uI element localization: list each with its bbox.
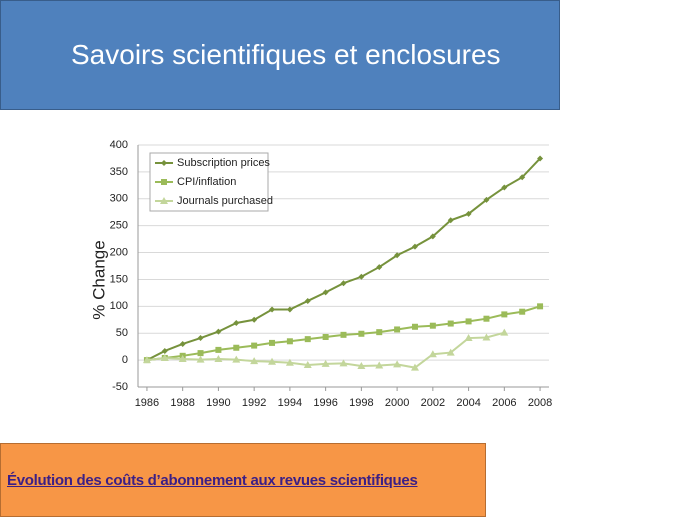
marker [268, 357, 277, 365]
marker [161, 347, 168, 354]
marker [358, 273, 365, 280]
marker [537, 303, 544, 310]
marker [197, 350, 204, 357]
marker [519, 308, 526, 315]
marker [286, 338, 293, 345]
marker [160, 353, 169, 361]
marker [394, 326, 401, 333]
y-tick-label: 300 [110, 193, 128, 205]
marker [160, 197, 168, 204]
marker [251, 342, 258, 349]
marker [251, 316, 258, 323]
slide-caption: Évolution des coûts d’abonnement aux rev… [7, 472, 418, 489]
y-axis-label: % Change [89, 240, 108, 319]
y-tick-label: 350 [110, 166, 128, 178]
marker [411, 243, 418, 250]
x-tick-label: 1994 [278, 397, 302, 409]
marker [233, 320, 240, 327]
marker [304, 336, 311, 343]
caption-box: Évolution des coûts d’abonnement aux rev… [0, 443, 486, 517]
marker [376, 264, 383, 271]
x-tick-label: 2004 [456, 397, 480, 409]
marker [340, 280, 347, 287]
marker [286, 306, 293, 313]
marker [376, 329, 383, 336]
marker [501, 184, 508, 191]
marker [161, 179, 167, 185]
x-tick-label: 2006 [492, 397, 516, 409]
marker [429, 322, 436, 329]
marker [446, 348, 455, 356]
chart: % Change -50 0 50 100 150 200 250 300 350 400 1986… [89, 139, 552, 409]
marker [537, 155, 544, 162]
marker [303, 360, 312, 368]
marker [233, 344, 240, 351]
marker [250, 357, 259, 365]
y-tick-label: 200 [110, 246, 128, 258]
marker [428, 350, 437, 358]
marker [447, 320, 454, 327]
marker [393, 360, 402, 368]
marker [394, 252, 401, 259]
marker [464, 334, 473, 342]
marker [358, 330, 365, 337]
x-tick-label: 2008 [528, 397, 552, 409]
legend-label: Journals purchased [177, 195, 273, 207]
marker [214, 355, 223, 363]
marker [339, 359, 348, 367]
y-tick-label: 100 [110, 300, 128, 312]
marker [178, 355, 187, 363]
marker [500, 328, 509, 336]
legend-label: CPI/inflation [177, 176, 236, 188]
y-tick-label: -50 [112, 381, 128, 393]
marker [357, 362, 366, 370]
x-tick-label: 1988 [170, 397, 194, 409]
x-tick-label: 2000 [385, 397, 409, 409]
marker [321, 359, 330, 367]
x-tick-label: 1986 [135, 397, 159, 409]
y-tick-label: 400 [110, 139, 128, 151]
marker [269, 306, 276, 313]
y-tick-label: 50 [116, 327, 128, 339]
marker [410, 363, 419, 371]
marker [429, 233, 436, 240]
marker [465, 210, 472, 217]
marker [232, 355, 241, 363]
marker [411, 323, 418, 330]
marker [179, 340, 186, 347]
marker [215, 328, 222, 335]
marker [375, 361, 384, 369]
marker [501, 311, 508, 318]
marker [465, 318, 472, 325]
marker [483, 315, 490, 322]
marker [322, 333, 329, 340]
y-tick-label: 150 [110, 273, 128, 285]
x-tick-label: 1990 [206, 397, 230, 409]
marker [142, 356, 151, 364]
y-tick-label: 250 [110, 220, 128, 232]
marker [340, 331, 347, 338]
marker [215, 346, 222, 353]
marker [482, 333, 491, 341]
marker [483, 196, 490, 203]
marker [269, 339, 276, 346]
title-box: Savoirs scientifiques et enclosures [0, 0, 560, 110]
slide-title: Savoirs scientifiques et enclosures [71, 39, 501, 70]
x-tick-label: 1998 [349, 397, 373, 409]
x-tick-label: 1996 [313, 397, 337, 409]
marker [304, 297, 311, 304]
marker [447, 217, 454, 224]
x-tick-label: 1992 [242, 397, 266, 409]
marker [196, 355, 205, 363]
x-tick-label: 2002 [421, 397, 445, 409]
marker [519, 174, 526, 181]
marker [285, 358, 294, 366]
marker [197, 335, 204, 342]
marker [161, 160, 167, 166]
marker [322, 289, 329, 296]
y-tick-label: 0 [122, 354, 128, 366]
legend-label: Subscription prices [177, 157, 270, 169]
